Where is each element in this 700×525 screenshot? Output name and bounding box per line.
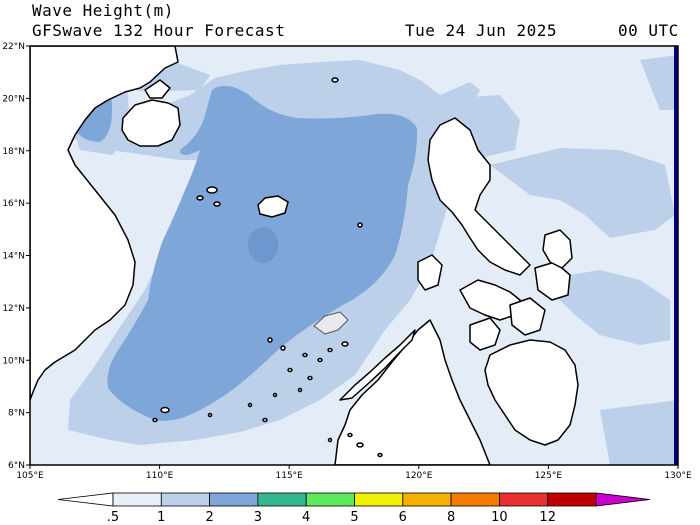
forecast-date: Tue 24 Jun 2025 bbox=[405, 21, 557, 40]
lat-tick-label: 18°N bbox=[2, 147, 25, 157]
colorbar-swatch bbox=[498, 492, 549, 507]
colorbar-label: .5 bbox=[107, 510, 119, 525]
colorbar-label: 3 bbox=[254, 510, 262, 525]
colorbar-swatch bbox=[450, 492, 500, 507]
colorbar-label: 12 bbox=[539, 510, 556, 525]
colorbar-label: 10 bbox=[491, 510, 508, 525]
colorbar-under-triangle bbox=[57, 492, 114, 507]
lon-tick-label: 115°E bbox=[276, 471, 304, 481]
colorbar-label: 8 bbox=[447, 510, 455, 525]
lon-tick-label: 125°E bbox=[535, 471, 563, 481]
lon-tick-label: 130°E bbox=[664, 471, 692, 481]
map-area bbox=[30, 46, 678, 465]
lon-tick-label: 110°E bbox=[146, 471, 174, 481]
colorbar-swatch bbox=[257, 492, 307, 507]
axis-ticks: 105°E 110°E 115°E 120°E 125°E 130°E 6°N 8°N 10°N… bbox=[2, 42, 692, 481]
lon-tick-label: 120°E bbox=[405, 471, 433, 481]
lat-tick-label: 10°N bbox=[2, 356, 25, 366]
map-title: Wave Height(m) bbox=[32, 1, 174, 20]
lon-tick-label: 105°E bbox=[16, 471, 44, 481]
colorbar-swatch bbox=[209, 492, 259, 507]
coastlines bbox=[30, 46, 579, 465]
colorbar-label: 6 bbox=[399, 510, 407, 525]
small-islands bbox=[152, 77, 383, 458]
lat-tick-label: 16°N bbox=[2, 199, 25, 209]
lat-tick-label: 22°N bbox=[2, 42, 25, 52]
colorbar-over-triangle bbox=[595, 492, 651, 507]
colorbar: .5 1 2 3 4 5 6 8 10 12 bbox=[57, 492, 651, 525]
colorbar-swatch bbox=[305, 492, 355, 507]
colorbar-swatch bbox=[160, 492, 211, 507]
lat-tick-label: 14°N bbox=[2, 252, 25, 262]
colorbar-label: 1 bbox=[157, 510, 165, 525]
colorbar-label: 5 bbox=[350, 510, 358, 525]
colorbar-swatch bbox=[112, 492, 162, 507]
lat-tick-label: 20°N bbox=[2, 94, 25, 104]
colorbar-swatch bbox=[354, 492, 404, 507]
lat-tick-label: 12°N bbox=[2, 304, 25, 314]
colorbar-label: 2 bbox=[205, 510, 213, 525]
lat-tick-label: 6°N bbox=[8, 461, 25, 471]
colorbar-swatch bbox=[402, 492, 452, 507]
forecast-time: 00 UTC bbox=[618, 21, 679, 40]
colorbar-label: 4 bbox=[302, 510, 310, 525]
lat-tick-label: 8°N bbox=[8, 409, 25, 419]
east-edge-band bbox=[674, 46, 678, 465]
colorbar-swatch bbox=[547, 492, 597, 507]
forecast-label: GFSwave 132 Hour Forecast bbox=[32, 21, 286, 40]
